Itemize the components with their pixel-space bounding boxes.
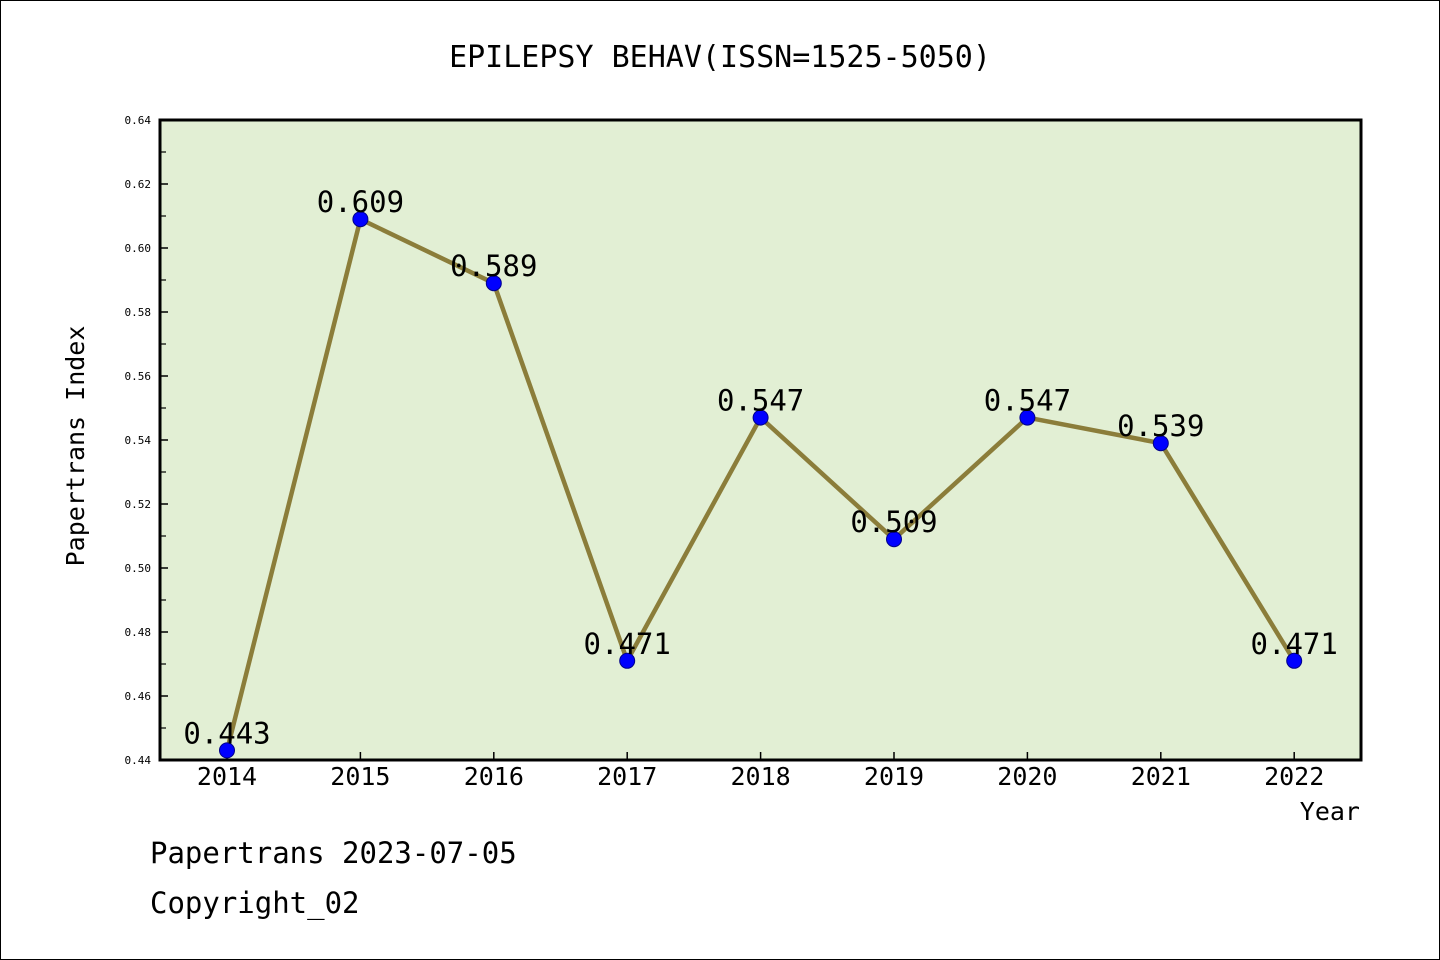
x-tick-label: 2015: [330, 762, 390, 791]
data-label: 0.509: [850, 505, 937, 539]
x-tick-label: 2020: [997, 762, 1057, 791]
data-label: 0.471: [584, 627, 671, 661]
data-label: 0.547: [717, 384, 804, 418]
footer-date: Papertrans 2023-07-05: [150, 836, 517, 870]
y-tick-label: 0.64: [125, 114, 152, 127]
x-tick-label: 2017: [597, 762, 657, 791]
y-tick-label: 0.60: [125, 242, 152, 255]
data-point: [1286, 652, 1303, 669]
data-point: [886, 531, 902, 548]
x-tick-label: 2018: [730, 762, 790, 791]
y-tick-label: 0.62: [125, 178, 152, 191]
data-label: 0.609: [317, 185, 404, 219]
y-tick-label: 0.48: [125, 626, 152, 639]
y-tick-label: 0.52: [125, 498, 152, 511]
x-axis-label: Year: [1300, 797, 1360, 826]
chart-title: EPILEPSY BEHAV(ISSN=1525-5050): [449, 40, 991, 75]
data-label: 0.589: [450, 249, 537, 283]
data-point: [485, 275, 502, 292]
y-tick-label: 0.56: [125, 370, 152, 383]
data-point: [352, 211, 369, 228]
data-point: [219, 742, 235, 759]
data-point: [619, 652, 636, 669]
data-label: 0.471: [1251, 627, 1338, 661]
y-tick-label: 0.44: [125, 754, 152, 767]
x-tick-label: 2021: [1131, 762, 1191, 791]
x-tick-label: 2014: [197, 762, 257, 791]
y-tick-label: 0.58: [125, 306, 152, 319]
data-point: [1019, 409, 1036, 426]
y-axis-label: Papertrans Index: [61, 326, 90, 567]
data-label: 0.547: [984, 384, 1071, 418]
x-tick-label: 2019: [864, 762, 924, 791]
data-label: 0.443: [183, 716, 270, 750]
data-point: [1152, 435, 1169, 452]
y-tick-label: 0.50: [125, 562, 152, 575]
x-tick-label: 2016: [464, 762, 524, 791]
x-tick-label: 2022: [1264, 762, 1324, 791]
y-tick-label: 0.46: [125, 690, 152, 703]
footer-copyright: Copyright_02: [150, 886, 360, 920]
y-tick-label: 0.54: [125, 434, 152, 447]
data-point: [752, 409, 769, 426]
data-label: 0.539: [1117, 409, 1204, 443]
